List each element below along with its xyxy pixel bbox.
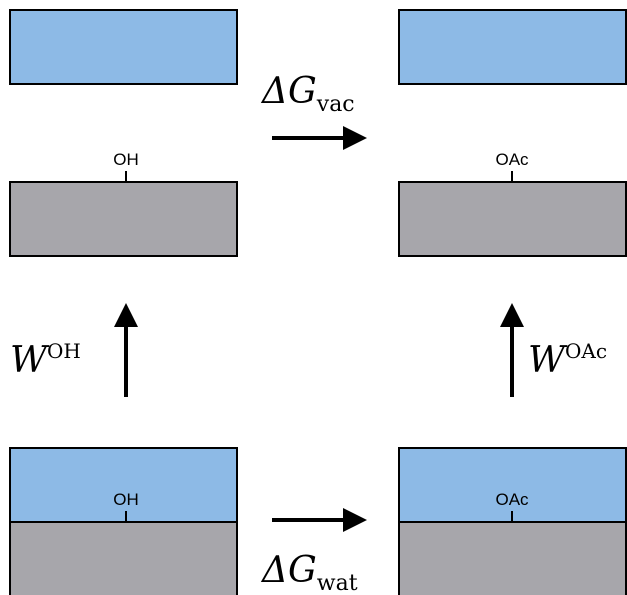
- delta-g-symbol: ΔG: [260, 71, 317, 112]
- surface-slab: [398, 521, 627, 595]
- water-slab: [398, 9, 627, 85]
- surface-slab: [9, 521, 238, 595]
- delta-g-wat-label: ΔGwat: [260, 550, 358, 595]
- w-oac-label: WOAc: [528, 339, 607, 381]
- surface-slab: [398, 181, 627, 257]
- oh-superscript: OH: [47, 339, 81, 363]
- w-oh-label: WOH: [10, 339, 81, 381]
- w-symbol: W: [10, 340, 50, 381]
- vac-subscript: vac: [316, 92, 355, 117]
- surface-slab: [9, 181, 238, 257]
- state-vacuum-oh: OH: [9, 9, 238, 257]
- water-slab: [398, 447, 627, 523]
- oac-superscript: OAc: [565, 339, 607, 363]
- wat-subscript: wat: [317, 571, 358, 595]
- w-symbol: W: [528, 340, 568, 381]
- water-slab: [9, 447, 238, 523]
- oh-group-label: OH: [113, 490, 139, 509]
- oac-group-label: OAc: [495, 490, 529, 509]
- water-slab: [9, 9, 238, 85]
- oh-group-label: OH: [113, 150, 139, 169]
- delta-g-symbol: ΔG: [260, 550, 317, 591]
- state-vacuum-oac: OAc: [398, 9, 627, 257]
- oac-group-label: OAc: [495, 150, 529, 169]
- state-water-oac: OAc: [398, 447, 627, 595]
- state-water-oh: OH: [9, 447, 238, 595]
- delta-g-vac-label: ΔGvac: [260, 71, 355, 117]
